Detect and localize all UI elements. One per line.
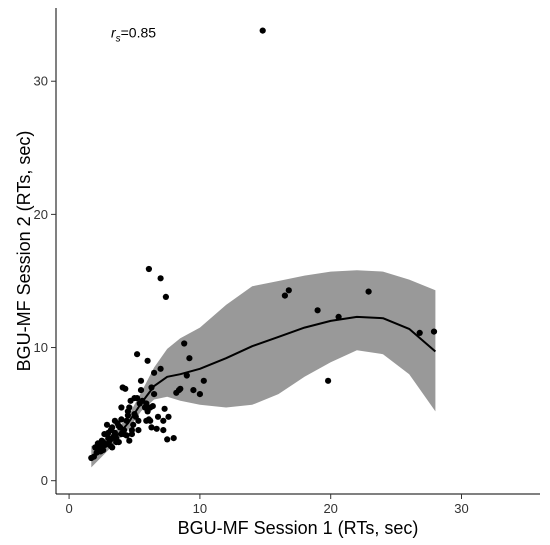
data-point — [123, 432, 130, 439]
tick-layer: 0 10 20 30 0 10 20 30 — [34, 74, 469, 516]
data-point — [148, 424, 155, 431]
data-point — [430, 328, 438, 335]
confidence-band-layer — [91, 270, 436, 468]
data-point — [365, 288, 372, 295]
data-point — [177, 385, 184, 392]
data-point — [165, 413, 172, 420]
data-point — [335, 313, 342, 320]
data-point — [118, 404, 125, 411]
data-point — [285, 287, 292, 294]
data-point — [314, 307, 321, 314]
x-axis-title: BGU-MF Session 1 (RTs, sec) — [178, 518, 419, 538]
correlation-annotation: rs=0.85 — [111, 24, 156, 44]
data-point — [135, 417, 142, 424]
data-point — [111, 429, 118, 436]
data-point — [106, 437, 113, 444]
data-point — [151, 369, 158, 376]
data-point — [164, 436, 171, 443]
annotation-subscript: s — [116, 33, 121, 44]
data-point — [107, 443, 114, 450]
data-point — [109, 424, 116, 431]
data-point — [105, 429, 112, 436]
data-point — [147, 417, 154, 424]
x-tick-label: 0 — [65, 501, 72, 516]
data-point — [170, 435, 177, 442]
data-point — [113, 439, 120, 446]
data-points-layer — [88, 27, 438, 462]
y-tick-label: 30 — [34, 74, 48, 89]
data-point — [157, 275, 164, 282]
data-point — [161, 405, 168, 412]
data-point — [134, 395, 141, 402]
data-point — [181, 340, 188, 347]
data-point — [148, 384, 155, 391]
data-point — [200, 377, 207, 384]
data-point — [151, 391, 158, 398]
data-point — [162, 293, 169, 300]
smooth-line-layer — [90, 315, 437, 459]
data-point — [137, 377, 145, 384]
data-point — [196, 391, 203, 398]
smooth-line — [90, 315, 437, 459]
data-point — [118, 416, 125, 423]
data-point — [416, 329, 423, 336]
data-point — [124, 412, 131, 419]
data-point — [100, 447, 107, 454]
annotation-variable: r — [111, 24, 117, 40]
data-point — [126, 437, 133, 444]
data-point — [154, 413, 162, 420]
data-point — [190, 387, 197, 394]
data-point — [325, 377, 332, 384]
data-point — [145, 265, 152, 273]
data-point — [144, 357, 151, 364]
x-tick-label: 10 — [193, 501, 207, 516]
annotation-value: =0.85 — [121, 24, 157, 40]
data-point — [153, 425, 160, 432]
x-tick-label: 30 — [454, 501, 468, 516]
data-point — [115, 423, 122, 430]
axes — [55, 8, 540, 495]
data-point — [137, 387, 145, 394]
data-point — [143, 400, 150, 407]
data-point — [281, 292, 288, 299]
data-point — [128, 427, 135, 434]
y-axis-title: BGU-MF Session 2 (RTs, sec) — [14, 131, 34, 372]
data-point — [157, 365, 164, 372]
data-point — [126, 404, 133, 411]
y-tick-label: 20 — [34, 207, 48, 222]
y-tick-label: 10 — [34, 340, 48, 355]
data-point — [123, 417, 130, 424]
data-point — [147, 404, 154, 411]
data-point — [122, 385, 129, 392]
data-point — [130, 421, 137, 428]
data-point — [160, 427, 167, 434]
data-point — [183, 372, 190, 379]
data-point — [134, 351, 141, 358]
x-tick-label: 20 — [323, 501, 337, 516]
data-point — [259, 27, 266, 34]
data-point — [160, 417, 167, 424]
data-point — [94, 447, 101, 454]
confidence-band — [91, 270, 436, 468]
data-point — [186, 355, 193, 362]
data-point — [135, 427, 142, 434]
data-point — [103, 421, 111, 428]
y-tick-label: 0 — [41, 473, 48, 488]
